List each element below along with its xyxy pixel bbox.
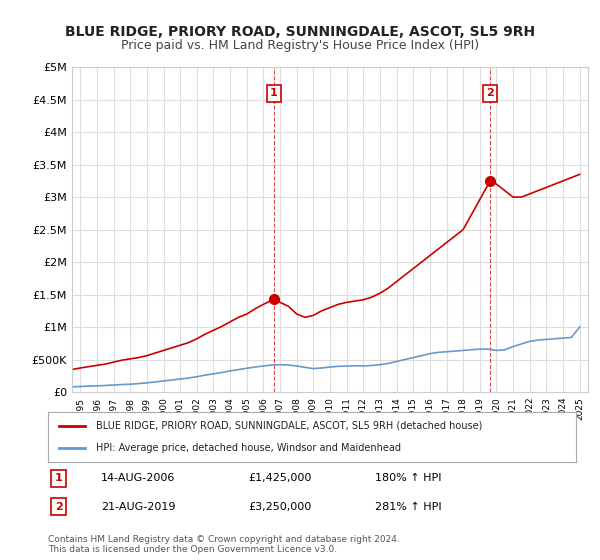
Text: Contains HM Land Registry data © Crown copyright and database right 2024.
This d: Contains HM Land Registry data © Crown c… [48, 535, 400, 554]
Text: 2: 2 [55, 502, 62, 512]
Text: 1: 1 [55, 473, 62, 483]
Text: 21-AUG-2019: 21-AUG-2019 [101, 502, 175, 512]
Text: £3,250,000: £3,250,000 [248, 502, 312, 512]
Text: 2: 2 [486, 88, 494, 98]
Text: 14-AUG-2006: 14-AUG-2006 [101, 473, 175, 483]
Text: 281% ↑ HPI: 281% ↑ HPI [376, 502, 442, 512]
Text: £1,425,000: £1,425,000 [248, 473, 312, 483]
Text: Price paid vs. HM Land Registry's House Price Index (HPI): Price paid vs. HM Land Registry's House … [121, 39, 479, 52]
Text: BLUE RIDGE, PRIORY ROAD, SUNNINGDALE, ASCOT, SL5 9RH (detached house): BLUE RIDGE, PRIORY ROAD, SUNNINGDALE, AS… [95, 421, 482, 431]
Text: HPI: Average price, detached house, Windsor and Maidenhead: HPI: Average price, detached house, Wind… [95, 443, 401, 453]
Text: 1: 1 [270, 88, 278, 98]
Text: BLUE RIDGE, PRIORY ROAD, SUNNINGDALE, ASCOT, SL5 9RH: BLUE RIDGE, PRIORY ROAD, SUNNINGDALE, AS… [65, 25, 535, 39]
Text: 180% ↑ HPI: 180% ↑ HPI [376, 473, 442, 483]
